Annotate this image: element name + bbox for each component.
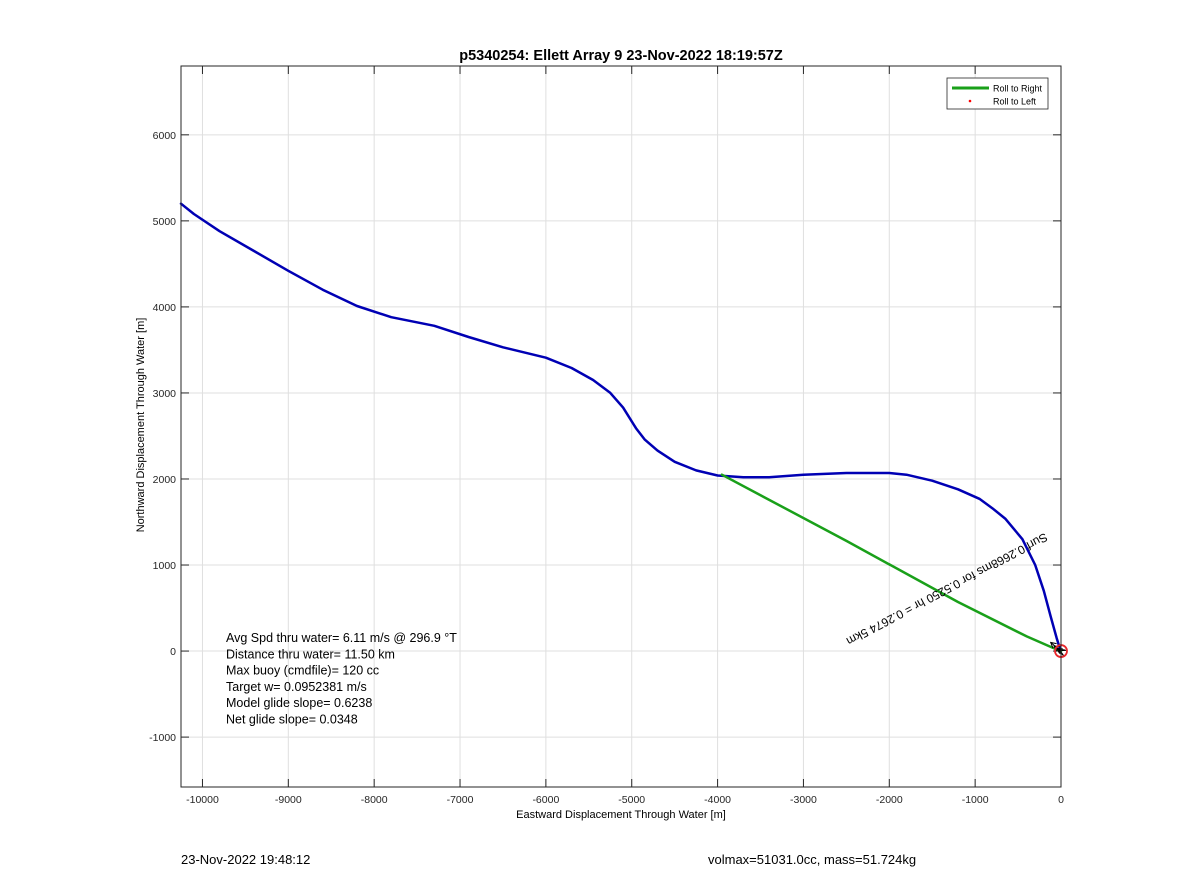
stats-annotations: Avg Spd thru water= 6.11 m/s @ 296.9 °T D… [226,631,457,727]
chart-title: p5340254: Ellett Array 9 23-Nov-2022 18:… [459,48,783,64]
y-tick-label: 4000 [153,302,177,314]
y-tick-label: 3000 [153,388,177,400]
data-series [179,202,1063,653]
legend: Roll to Right Roll to Left [946,77,1049,110]
annotation-line: Net glide slope= 0.0348 [226,713,358,727]
x-tick-label: -5000 [618,794,645,806]
series-line-0 [179,202,1062,651]
y-axis-label: Northward Displacement Through Water [m] [135,318,147,533]
y-tick-label: 2000 [153,474,177,486]
x-tick-label: -10000 [186,794,219,806]
y-tick-label: 0 [170,646,176,658]
legend-dot-swatch [968,99,972,103]
x-tick-label: -1000 [962,794,989,806]
y-tick-label: -1000 [149,732,176,744]
x-tick-label: -2000 [876,794,903,806]
y-tick-label: 1000 [153,560,177,572]
current-arrow-head [1059,649,1067,656]
annotation-line: Distance thru water= 11.50 km [226,647,395,661]
footer-volmax-mass: volmax=51031.0cc, mass=51.724kg [708,852,917,867]
legend-box [946,77,1049,110]
x-tick-label: -4000 [704,794,731,806]
annotation-line: Model glide slope= 0.6238 [226,696,372,710]
axes-frame [180,65,1062,788]
legend-label: Roll to Right [993,84,1043,94]
x-tick-label: -8000 [361,794,388,806]
axes-background [181,66,1061,787]
x-tick-label: 0 [1058,794,1064,806]
series-line-1 [720,473,1063,653]
x-tick-label: -3000 [790,794,817,806]
x-tick-label: -7000 [447,794,474,806]
x-tick-label: -9000 [275,794,302,806]
x-tick-label: -6000 [532,794,559,806]
y-tick-label: 6000 [153,130,177,142]
x-axis-label: Eastward Displacement Through Water [m] [516,809,726,821]
axis-ticks: -10000 -9000 -8000 -7000 -6000 -5000 -4000 -300… [149,66,1064,806]
current-arrow-head [1049,641,1057,649]
footer-timestamp: 23-Nov-2022 19:48:12 [181,852,311,867]
annotation-line: Target w= 0.0952381 m/s [226,680,367,694]
annotation-line: Max buoy (cmdfile)= 120 cc [226,664,379,678]
legend-label: Roll to Left [993,97,1037,107]
y-tick-label: 5000 [153,216,177,228]
annotation-line: Avg Spd thru water= 6.11 m/s @ 296.9 °T [226,631,457,645]
